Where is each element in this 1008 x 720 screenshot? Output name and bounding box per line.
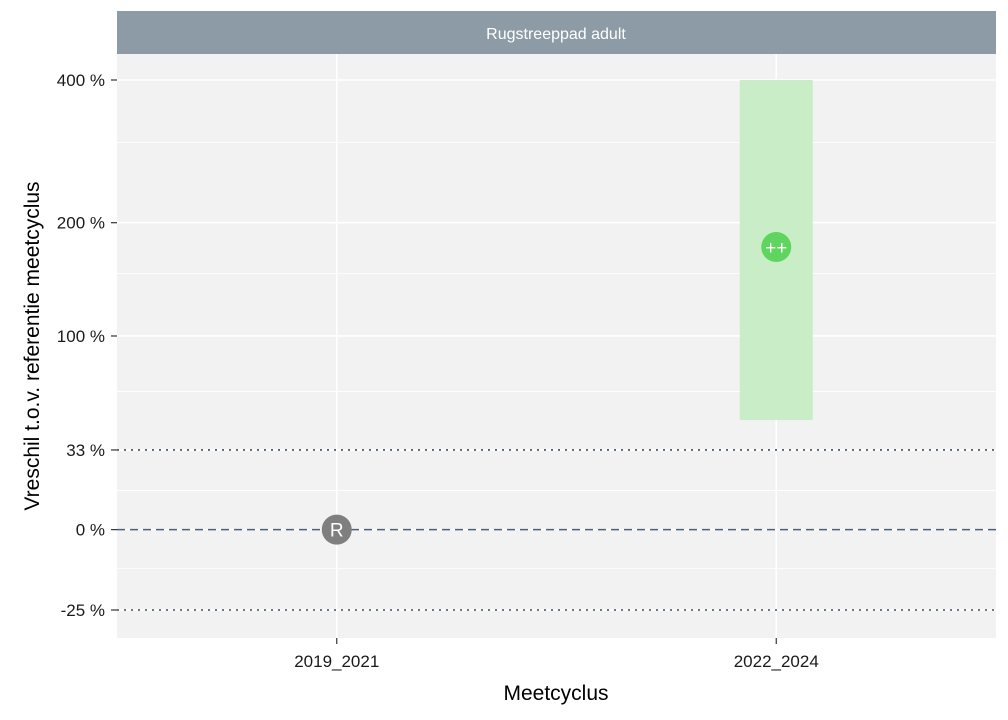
x-tick-label: 2022_2024 bbox=[734, 652, 819, 671]
y-tick-label: 100 % bbox=[57, 327, 105, 346]
point-label: ++ bbox=[765, 238, 787, 259]
estimate-points: R ++ bbox=[321, 232, 792, 545]
x-axis-title: Meetcyclus bbox=[503, 682, 608, 705]
estimate-point bbox=[761, 232, 792, 263]
y-tick-label: 200 % bbox=[57, 214, 105, 233]
minor-grid bbox=[117, 141, 996, 569]
y-axis-title: Vreschil t.o.v. referentie meetcyclus bbox=[21, 181, 44, 510]
facet-strip bbox=[117, 11, 996, 54]
reference-lines bbox=[117, 449, 996, 611]
facet-title: Rugstreeppad adult bbox=[486, 26, 626, 43]
point-label: R bbox=[330, 521, 344, 542]
y-tick-label: 33 % bbox=[66, 441, 105, 460]
y-axis: -25 % 0 % 33 % 100 % 200 % 400 % bbox=[57, 71, 117, 620]
x-axis: 2019_2021 2022_2024 bbox=[294, 638, 819, 671]
y-tick-label: 400 % bbox=[57, 71, 105, 90]
estimate-point bbox=[321, 514, 352, 545]
y-tick-label: 0 % bbox=[76, 521, 105, 540]
y-tick-label: -25 % bbox=[61, 601, 105, 620]
plot-panel bbox=[117, 54, 996, 638]
x-tick-label: 2019_2021 bbox=[294, 652, 379, 671]
